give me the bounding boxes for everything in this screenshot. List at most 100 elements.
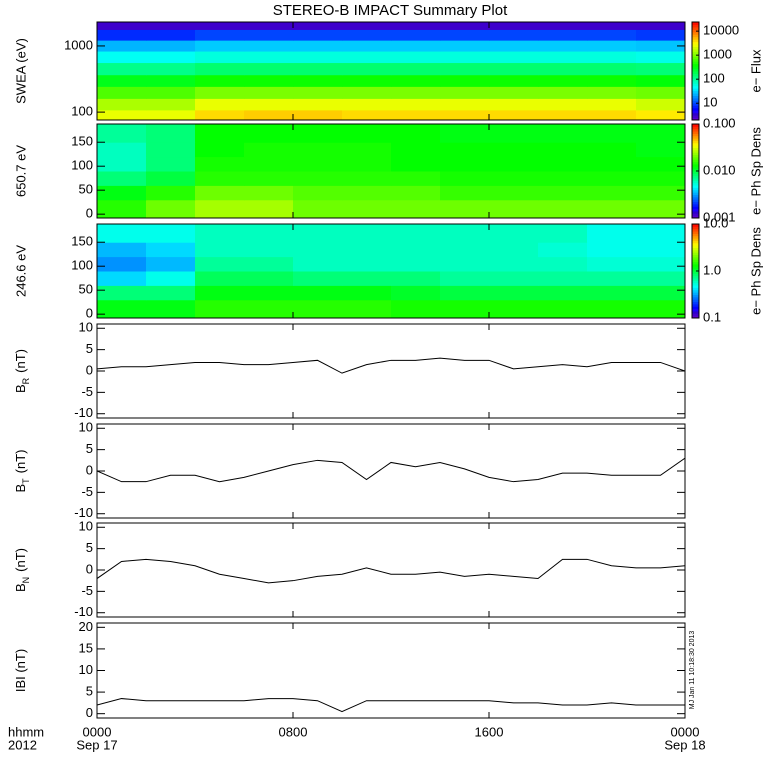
heatmap-cell <box>489 199 539 218</box>
heatmap-cell <box>391 142 441 158</box>
heatmap-cell <box>391 22 441 30</box>
y-tick-label: 10 <box>79 662 93 677</box>
heatmap-cell <box>244 29 294 41</box>
y-tick-label: 100 <box>71 104 93 119</box>
colorbar-stripe <box>692 53 699 57</box>
heatmap-cell <box>440 51 490 64</box>
heatmap-cell <box>587 171 637 186</box>
colorbar-stripe <box>692 189 699 193</box>
heatmap-cell <box>391 86 441 99</box>
heatmap-cell <box>97 74 147 87</box>
heatmap-cell <box>195 156 245 172</box>
chart-title: STEREO-B IMPACT Summary Plot <box>273 2 508 19</box>
y-label-main: B <box>13 583 28 592</box>
heatmap-cell <box>293 185 343 201</box>
y-tick-label: 50 <box>79 282 93 297</box>
colorbar-stripe <box>692 88 699 92</box>
colorbar-stripe <box>692 46 699 50</box>
heatmap-cell <box>636 98 685 111</box>
heatmap-cell <box>293 199 343 218</box>
heatmap-cell <box>293 29 343 41</box>
colorbar-stripe <box>692 287 699 291</box>
heatmap-cell <box>342 124 392 143</box>
colorbar-stripe <box>692 93 699 96</box>
colorbar-tick-label: 10 <box>703 95 717 110</box>
heatmap-cell <box>97 224 147 243</box>
colorbar-stripe <box>692 95 699 99</box>
heatmap-cell <box>244 199 294 218</box>
colorbar-stripe <box>692 182 699 186</box>
heatmap-cell <box>636 124 685 143</box>
heatmap-cell <box>636 109 685 120</box>
heatmap-cell <box>636 51 685 64</box>
heatmap-cell <box>146 299 196 318</box>
heatmap-cell <box>538 62 588 76</box>
y-label-main: B <box>13 484 28 493</box>
heatmap-cell <box>587 224 637 243</box>
heatmap-cell <box>636 242 685 258</box>
heatmap-cell <box>440 156 490 172</box>
panel <box>97 698 685 713</box>
colorbar-stripe <box>692 131 699 134</box>
heatmap-cell <box>489 156 539 172</box>
heatmap-cell <box>636 62 685 76</box>
heatmap-cell <box>538 285 588 301</box>
heatmap-cell <box>587 256 637 272</box>
colorbar-stripe <box>692 71 699 74</box>
colorbar-stripe <box>692 126 699 130</box>
heatmap-cell <box>97 62 147 76</box>
colorbar-stripe <box>692 51 699 55</box>
colorbar-stripe <box>692 289 699 293</box>
colorbar-stripe <box>692 187 699 191</box>
heatmap-cell <box>538 109 588 120</box>
heatmap-cell <box>342 224 392 243</box>
colorbar-stripe <box>692 48 699 52</box>
heatmap-cell <box>489 256 539 272</box>
colorbar-stripe <box>692 159 699 163</box>
y-tick-label: 5 <box>86 341 93 356</box>
colorbar-stripe <box>692 206 699 210</box>
y-tick-label: 0 <box>86 705 93 720</box>
heatmap-cell <box>538 299 588 318</box>
heatmap-cell <box>146 74 196 87</box>
heatmap-cell <box>293 171 343 186</box>
heatmap-cell <box>244 171 294 186</box>
heatmap-cell <box>244 142 294 158</box>
colorbar-stripe <box>692 215 699 219</box>
colorbar-stripe <box>692 83 699 87</box>
y-tick-label: 0 <box>86 206 93 221</box>
heatmap-cell <box>440 224 490 243</box>
heatmap-cell <box>538 199 588 218</box>
colorbar-stripe <box>692 213 699 217</box>
colorbar-stripe <box>692 299 699 303</box>
heatmap-cell <box>489 86 539 99</box>
y-tick-label: 1000 <box>64 37 93 52</box>
colorbar-stripe <box>692 117 699 121</box>
heatmap-cell <box>489 62 539 76</box>
heatmap-cell <box>440 199 490 218</box>
heatmap-cell <box>538 185 588 201</box>
heatmap-cell <box>146 156 196 172</box>
heatmap-cell <box>244 51 294 64</box>
heatmap-cell <box>97 40 147 52</box>
colorbar-stripe <box>692 36 699 40</box>
line-series <box>97 698 685 713</box>
heatmap-cell <box>440 185 490 201</box>
heatmap-cell <box>440 271 490 286</box>
heatmap-cell <box>391 285 441 301</box>
colorbar-stripe <box>692 26 699 30</box>
colorbar-stripe <box>692 249 699 253</box>
heatmap-cell <box>244 74 294 87</box>
heatmap-cell <box>391 74 441 87</box>
heatmap-cell <box>391 29 441 41</box>
colorbar-stripe <box>692 282 699 286</box>
colorbar-stripe <box>692 41 699 45</box>
heatmap-cell <box>587 185 637 201</box>
colorbar-stripe <box>692 115 699 119</box>
colorbar-stripe <box>692 242 699 246</box>
heatmap-cell <box>587 199 637 218</box>
colorbar-stripe <box>692 233 699 237</box>
heatmap-cell <box>97 285 147 301</box>
heatmap-cell <box>440 109 490 120</box>
colorbar-stripe <box>692 194 699 198</box>
